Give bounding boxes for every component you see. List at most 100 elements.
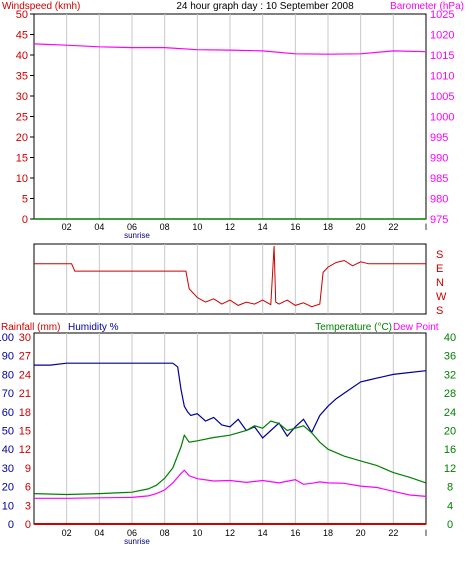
- humidity-tick-90: 90: [2, 351, 14, 363]
- compass-w-3: W: [436, 291, 447, 303]
- sunrise-annotation: sunrise: [124, 231, 150, 240]
- hour-tick-lower-06: 06: [127, 528, 137, 538]
- hour-tick-lower-08: 08: [160, 528, 170, 538]
- rainfall-tick-30: 30: [19, 332, 31, 344]
- rainfall-tick-24: 24: [19, 369, 31, 381]
- hour-tick-lower-04: 04: [94, 528, 104, 538]
- windspeed-tick-20: 20: [16, 132, 28, 144]
- rainfall-axis-label: Rainfall (mm): [1, 322, 60, 333]
- windspeed-tick-45: 45: [16, 30, 28, 42]
- windspeed-tick-0: 0: [22, 214, 28, 226]
- rainfall-tick-0: 0: [25, 519, 31, 531]
- barometer-tick-985: 985: [430, 173, 448, 185]
- hour-tick-l: l: [425, 222, 427, 232]
- sunrise-annotation-lower: sunrise: [124, 537, 150, 546]
- hour-tick-lower-02: 02: [62, 528, 72, 538]
- barometer-line: [33, 43, 427, 55]
- humidity-tick-100: 100: [0, 332, 14, 344]
- barometer-tick-1005: 1005: [430, 91, 454, 103]
- compass-s-0: S: [436, 249, 443, 261]
- wind-barometer-series: [33, 43, 427, 220]
- wind-direction-series: [34, 245, 426, 308]
- humidity-tick-40: 40: [2, 444, 14, 456]
- barometer-tick-1020: 1020: [430, 30, 454, 42]
- hour-tick-lower-18: 18: [323, 528, 333, 538]
- hour-tick-04: 04: [94, 222, 104, 232]
- barometer-tick-995: 995: [430, 132, 448, 144]
- hour-tick-06: 06: [127, 222, 137, 232]
- barometer-tick-labels: 975 980 985 990 995 1000 1005 1010 1015 1020 1025: [430, 9, 454, 226]
- hour-tick-lower-12: 12: [225, 528, 235, 538]
- barometer-tick-975: 975: [430, 214, 448, 226]
- humidity-axis-label: Humidity %: [68, 322, 119, 333]
- barometer-tick-990: 990: [430, 153, 448, 165]
- rainfall-tick-12: 12: [19, 444, 31, 456]
- windspeed-tick-labels: 0 5 10 15 20 25 30 35 40 45 50: [16, 9, 34, 226]
- rainfall-tick-labels: 0 3 6 9 12 15 18 21 24 27 30: [19, 332, 31, 531]
- humidity-tick-50: 50: [2, 426, 14, 438]
- hour-tick-22: 22: [388, 222, 398, 232]
- temperature-tick-32: 32: [444, 369, 456, 381]
- temperature-tick-labels: 0 4 8 12 16 20 24 28 32 36 40: [444, 332, 456, 531]
- compass-s-4: S: [436, 305, 443, 317]
- humidity-tick-60: 60: [2, 407, 14, 419]
- temperature-tick-40: 40: [444, 332, 456, 344]
- barometer-tick-1010: 1010: [430, 71, 454, 83]
- rainfall-tick-27: 27: [19, 351, 31, 363]
- temperature-line: [33, 420, 427, 496]
- wind-barometer-x-tick-labels: 02 04 06 08 10 12 14 16 18 20 22 l: [62, 222, 427, 232]
- compass-n-2: N: [436, 277, 444, 289]
- temperature-tick-4: 4: [447, 500, 453, 512]
- dew-point-axis-label: Dew Point: [393, 322, 439, 333]
- temperature-tick-24: 24: [444, 407, 456, 419]
- temperature-tick-16: 16: [444, 444, 456, 456]
- humidity-tick-labels: 0 10 20 30 40 50 60 70 80 90 100: [0, 332, 14, 531]
- wind-direction-gridlines: [66, 244, 394, 314]
- windspeed-tick-25: 25: [16, 112, 28, 124]
- compass-e-1: E: [436, 263, 443, 275]
- barometer-tick-1025: 1025: [430, 9, 454, 21]
- windspeed-tick-10: 10: [16, 173, 28, 185]
- barometer-tick-1015: 1015: [430, 50, 454, 62]
- hour-tick-16: 16: [290, 222, 300, 232]
- humidity-tick-20: 20: [2, 482, 14, 494]
- temperature-tick-20: 20: [444, 426, 456, 438]
- humidity-tick-30: 30: [2, 463, 14, 475]
- dew-point-line: [34, 469, 427, 499]
- rainfall-tick-18: 18: [19, 407, 31, 419]
- hour-tick-20: 20: [356, 222, 366, 232]
- rainfall-tick-21: 21: [19, 388, 31, 400]
- wind-barometer-gridlines: [66, 14, 394, 219]
- hour-tick-lower-20: 20: [356, 528, 366, 538]
- barometer-tick-980: 980: [430, 194, 448, 206]
- rainfall-tick-15: 15: [19, 426, 31, 438]
- temperature-axis-label: Temperature (°C): [315, 322, 392, 333]
- humidity-tick-10: 10: [2, 500, 14, 512]
- windspeed-tick-50: 50: [16, 9, 28, 21]
- temperature-humidity-panel: 0102030405060708090100 03691215182124273…: [0, 322, 456, 546]
- temperature-tick-12: 12: [444, 463, 456, 475]
- humidity-tick-70: 70: [2, 388, 14, 400]
- windspeed-tick-30: 30: [16, 91, 28, 103]
- wind-direction-line: [34, 245, 426, 308]
- windspeed-tick-40: 40: [16, 50, 28, 62]
- humidity-tick-80: 80: [2, 369, 14, 381]
- temperature-tick-0: 0: [447, 519, 453, 531]
- windspeed-axis-label: Windspeed (kmh): [2, 1, 80, 12]
- hour-tick-14: 14: [258, 222, 268, 232]
- barometer-tick-1000: 1000: [430, 112, 454, 124]
- hour-tick-lower-22: 22: [388, 528, 398, 538]
- temperature-humidity-x-tick-labels: 02 04 06 08 10 12 14 16 18 20 22 l: [62, 528, 427, 538]
- temperature-tick-8: 8: [447, 482, 453, 494]
- barometer-axis-label: Barometer (hPa): [390, 1, 464, 12]
- humidity-line: [34, 362, 427, 439]
- temperature-tick-36: 36: [444, 351, 456, 363]
- hour-tick-12: 12: [225, 222, 235, 232]
- temperature-humidity-series: [33, 362, 427, 525]
- hour-tick-lower-l: l: [425, 528, 427, 538]
